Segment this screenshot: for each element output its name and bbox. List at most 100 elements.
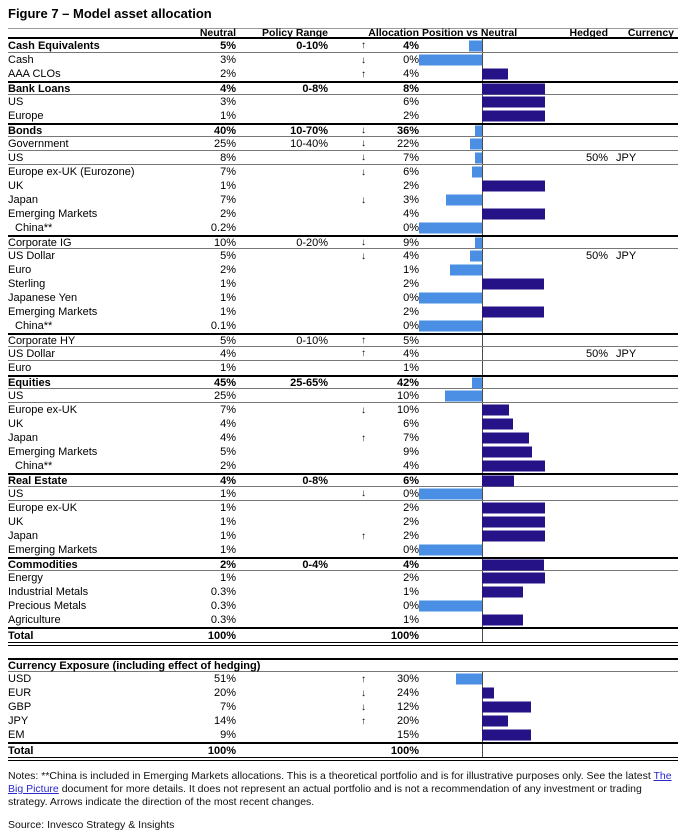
neutral-value: 45% [213,376,236,389]
position-bar-cell [419,686,546,700]
position-bar-cell [419,193,546,207]
neutral-value: 4% [220,432,236,444]
table-header-row: Neutral Policy Range Allocation Position… [8,27,678,39]
neutral-value: 5% [220,39,236,52]
allocation-value: 2% [403,530,419,542]
allocation-value: 6% [403,418,419,430]
neutral-value: 4% [220,347,236,360]
arrow-up-icon: ↑ [361,348,366,359]
asset-name: US [8,389,24,402]
arrow-up-icon: ↑ [361,673,366,685]
position-bar-cell [419,207,546,221]
table-row: Europe ex-UK 1% 2% [8,501,678,515]
currency-value: JPY [616,151,637,164]
overweight-bar [482,68,508,80]
overweight-bar [482,516,545,528]
underweight-bar [419,320,482,332]
policy-range-value: 10-40% [290,137,328,150]
neutral-value: 14% [213,715,236,727]
allocation-value: 100% [390,744,419,757]
asset-name: Euro [8,362,32,374]
col-header-neutral: Neutral [199,27,236,39]
table-row: Corporate IG 10% 0-20% ↓ 9% [8,235,678,249]
neutral-value: 5% [220,250,236,262]
neutral-value: 0.3% [210,586,236,598]
asset-name: Corporate IG [8,236,72,249]
neutral-value: 4% [220,474,236,487]
currency-rows: USD 51% ↑ 30% EUR 20% ↓ 24% GBP 7% ↓ 12% JPY 14% ↑ 20% E… [8,672,678,761]
asset-name: Emerging Markets [8,446,98,458]
position-bar-cell [419,291,546,305]
underweight-bar [472,166,482,178]
policy-range-value: 0-8% [302,474,328,487]
asset-name: Emerging Markets [8,544,98,556]
allocation-value: 0% [403,600,419,612]
underweight-bar [419,488,482,499]
position-bar-cell [419,417,546,431]
overweight-bar [482,460,545,472]
allocation-value: 4% [403,460,419,472]
neutral-value: 4% [220,418,236,430]
overweight-bar [482,180,545,192]
table-row: US 8% ↓ 7% 50% JPY [8,151,678,165]
overweight-bar [482,278,544,290]
hedged-value: 50% [585,151,608,164]
table-row: Japan 7% ↓ 3% [8,193,678,207]
neutral-value: 25% [213,389,236,402]
allocation-value: 1% [403,614,419,626]
position-bar-cell [419,515,546,529]
currency-value: JPY [616,250,637,262]
underweight-bar [475,237,482,248]
arrow-up-icon: ↑ [361,715,366,727]
policy-range-value: 10-70% [290,124,328,137]
table-row: Japan 4% ↑ 7% [8,431,678,445]
allocation-value: 4% [403,347,419,360]
table-row: China** 0.1% 0% [8,319,678,333]
neutral-value: 1% [220,278,236,290]
overweight-bar [482,110,545,122]
overweight-bar [482,418,513,430]
asset-name: Europe ex-UK [8,404,78,416]
table-row: US Dollar 4% ↑ 4% 50% JPY [8,347,678,361]
table-row: UK 4% 6% [8,417,678,431]
asset-rows: Cash Equivalents 5% 0-10% ↑ 4% Cash 3% ↓ 0% AAA C… [8,39,678,646]
position-bar-cell [419,319,546,333]
allocation-value: 9% [403,446,419,458]
table-row: Emerging Markets 1% 0% [8,543,678,557]
underweight-bar [419,54,482,66]
asset-name: Cash [8,54,34,66]
neutral-value: 1% [220,292,236,304]
big-picture-link[interactable]: The Big Picture [8,770,672,795]
asset-name: Cash Equivalents [8,39,100,52]
section-row: Bonds 40% 10-70% ↓ 36% [8,123,678,137]
overweight-bar [482,715,508,727]
position-bar-cell [419,305,546,319]
arrow-down-icon: ↓ [361,54,366,66]
allocation-value: 4% [403,250,419,262]
neutral-axis-line [482,744,483,757]
table-row: UK 1% 2% [8,179,678,193]
neutral-value: 0.3% [210,600,236,612]
position-bar-cell [419,599,546,613]
position-bar-cell [419,377,546,388]
asset-name: AAA CLOs [8,68,61,80]
arrow-down-icon: ↓ [361,125,366,136]
allocation-value: 30% [396,673,419,685]
table-row: Emerging Markets 2% 4% [8,207,678,221]
section-row: Cash Equivalents 5% 0-10% ↑ 4% [8,39,678,53]
position-bar-cell [419,263,546,277]
neutral-value: 7% [220,404,236,416]
allocation-value: 1% [403,264,419,276]
underweight-bar [475,125,482,136]
neutral-axis-line [482,377,483,388]
neutral-value: 10% [213,236,236,249]
position-bar-cell [419,165,546,179]
asset-name: Sterling [8,278,46,290]
col-header-allocation: Allocation [368,27,419,39]
table-row: Europe ex-UK 7% ↓ 10% [8,403,678,417]
neutral-value: 5% [220,446,236,458]
col-header-currency: Currency [627,27,674,39]
table-row: Precious Metals 0.3% 0% [8,599,678,613]
asset-name: EUR [8,687,32,699]
neutral-axis-line [482,249,483,263]
